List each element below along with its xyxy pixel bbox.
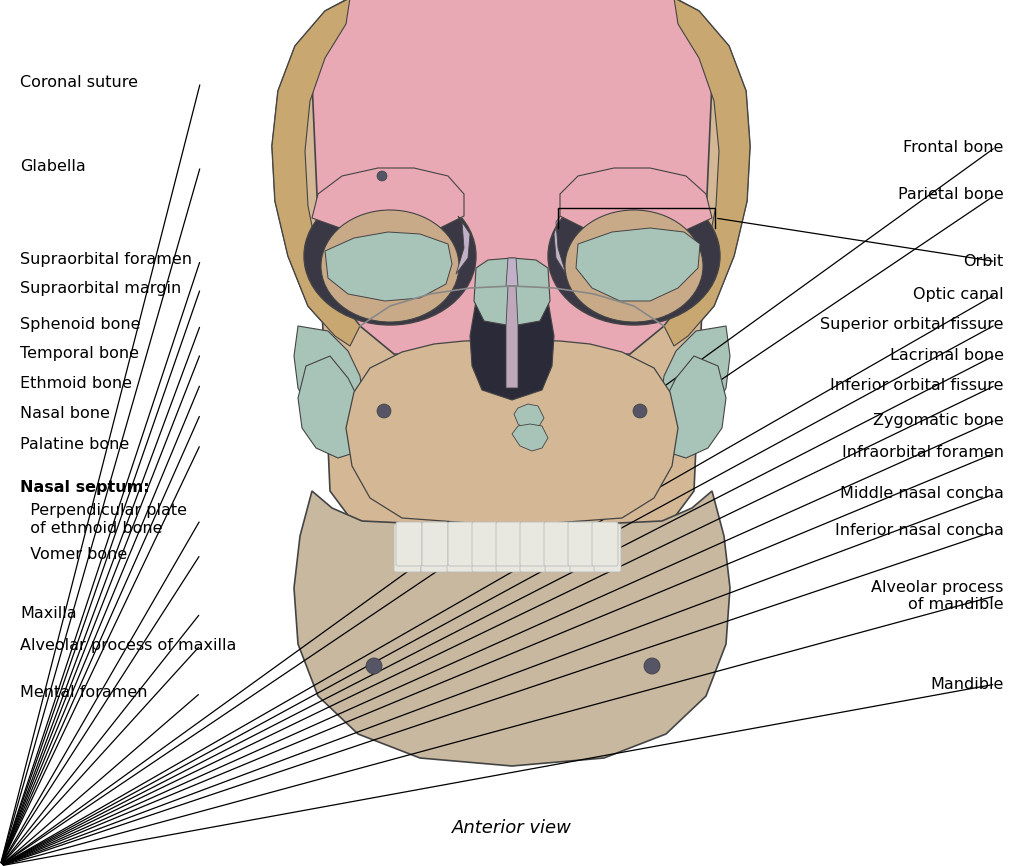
Text: Nasal septum:: Nasal septum:: [20, 480, 151, 495]
Polygon shape: [456, 216, 470, 274]
Ellipse shape: [565, 210, 703, 322]
FancyBboxPatch shape: [421, 524, 449, 572]
Text: Parietal bone: Parietal bone: [898, 187, 1004, 203]
FancyBboxPatch shape: [520, 524, 547, 572]
Polygon shape: [272, 0, 750, 364]
Text: Inferior nasal concha: Inferior nasal concha: [835, 523, 1004, 539]
Text: Supraorbital margin: Supraorbital margin: [20, 281, 181, 296]
Polygon shape: [575, 228, 700, 301]
FancyBboxPatch shape: [496, 522, 522, 566]
Polygon shape: [554, 216, 566, 274]
Text: Glabella: Glabella: [20, 158, 86, 174]
Text: Optic canal: Optic canal: [912, 287, 1004, 302]
Text: Sphenoid bone: Sphenoid bone: [20, 317, 141, 333]
Polygon shape: [325, 232, 452, 301]
Text: Orbit: Orbit: [964, 254, 1004, 269]
Text: Supraorbital foramen: Supraorbital foramen: [20, 252, 193, 268]
Text: Palatine bone: Palatine bone: [20, 436, 130, 452]
FancyBboxPatch shape: [568, 522, 594, 566]
FancyBboxPatch shape: [570, 524, 597, 572]
Text: Temporal bone: Temporal bone: [20, 346, 139, 361]
Circle shape: [377, 171, 387, 181]
Polygon shape: [506, 286, 518, 388]
Text: Alveolar process
of mandible: Alveolar process of mandible: [871, 579, 1004, 612]
Text: Middle nasal concha: Middle nasal concha: [840, 486, 1004, 501]
Polygon shape: [506, 258, 518, 286]
Circle shape: [377, 404, 391, 418]
Text: Frontal bone: Frontal bone: [903, 139, 1004, 155]
FancyBboxPatch shape: [447, 524, 474, 572]
FancyBboxPatch shape: [544, 522, 570, 566]
Polygon shape: [514, 404, 544, 431]
FancyBboxPatch shape: [496, 524, 523, 572]
Text: Perpendicular plate
  of ethmoid bone: Perpendicular plate of ethmoid bone: [20, 503, 187, 536]
Text: Coronal suture: Coronal suture: [20, 74, 138, 90]
FancyBboxPatch shape: [594, 524, 621, 572]
Text: Lacrimal bone: Lacrimal bone: [890, 347, 1004, 363]
FancyBboxPatch shape: [449, 522, 474, 566]
Polygon shape: [560, 168, 712, 230]
FancyBboxPatch shape: [592, 522, 618, 566]
FancyBboxPatch shape: [472, 522, 498, 566]
Text: Nasal bone: Nasal bone: [20, 406, 111, 422]
Polygon shape: [470, 282, 554, 400]
Text: Superior orbital fissure: Superior orbital fissure: [820, 317, 1004, 333]
FancyBboxPatch shape: [422, 522, 449, 566]
Ellipse shape: [304, 187, 476, 325]
FancyBboxPatch shape: [394, 524, 421, 572]
Polygon shape: [312, 168, 464, 230]
Circle shape: [633, 404, 647, 418]
Ellipse shape: [548, 187, 720, 325]
Text: Anterior view: Anterior view: [452, 819, 572, 837]
Text: Mental foramen: Mental foramen: [20, 685, 148, 701]
Polygon shape: [474, 258, 550, 326]
Text: Maxilla: Maxilla: [20, 605, 77, 621]
Polygon shape: [300, 81, 724, 562]
Polygon shape: [346, 340, 678, 526]
Circle shape: [366, 658, 382, 674]
Ellipse shape: [321, 210, 459, 322]
Text: Inferior orbital fissure: Inferior orbital fissure: [830, 378, 1004, 393]
Polygon shape: [298, 356, 370, 458]
Polygon shape: [664, 0, 750, 346]
Circle shape: [644, 658, 660, 674]
Text: Ethmoid bone: Ethmoid bone: [20, 376, 132, 391]
FancyBboxPatch shape: [396, 522, 422, 566]
Polygon shape: [654, 356, 726, 458]
Polygon shape: [660, 326, 730, 424]
Text: Zygomatic bone: Zygomatic bone: [872, 412, 1004, 428]
Text: Vomer bone: Vomer bone: [20, 546, 128, 562]
FancyBboxPatch shape: [545, 524, 572, 572]
Text: Mandible: Mandible: [930, 676, 1004, 692]
Text: Alveolar process of maxilla: Alveolar process of maxilla: [20, 637, 237, 653]
Text: Infraorbital foramen: Infraorbital foramen: [842, 445, 1004, 461]
FancyBboxPatch shape: [520, 522, 546, 566]
Polygon shape: [294, 491, 730, 766]
Polygon shape: [294, 326, 364, 424]
FancyBboxPatch shape: [472, 524, 499, 572]
Polygon shape: [512, 424, 548, 451]
Polygon shape: [272, 0, 360, 346]
